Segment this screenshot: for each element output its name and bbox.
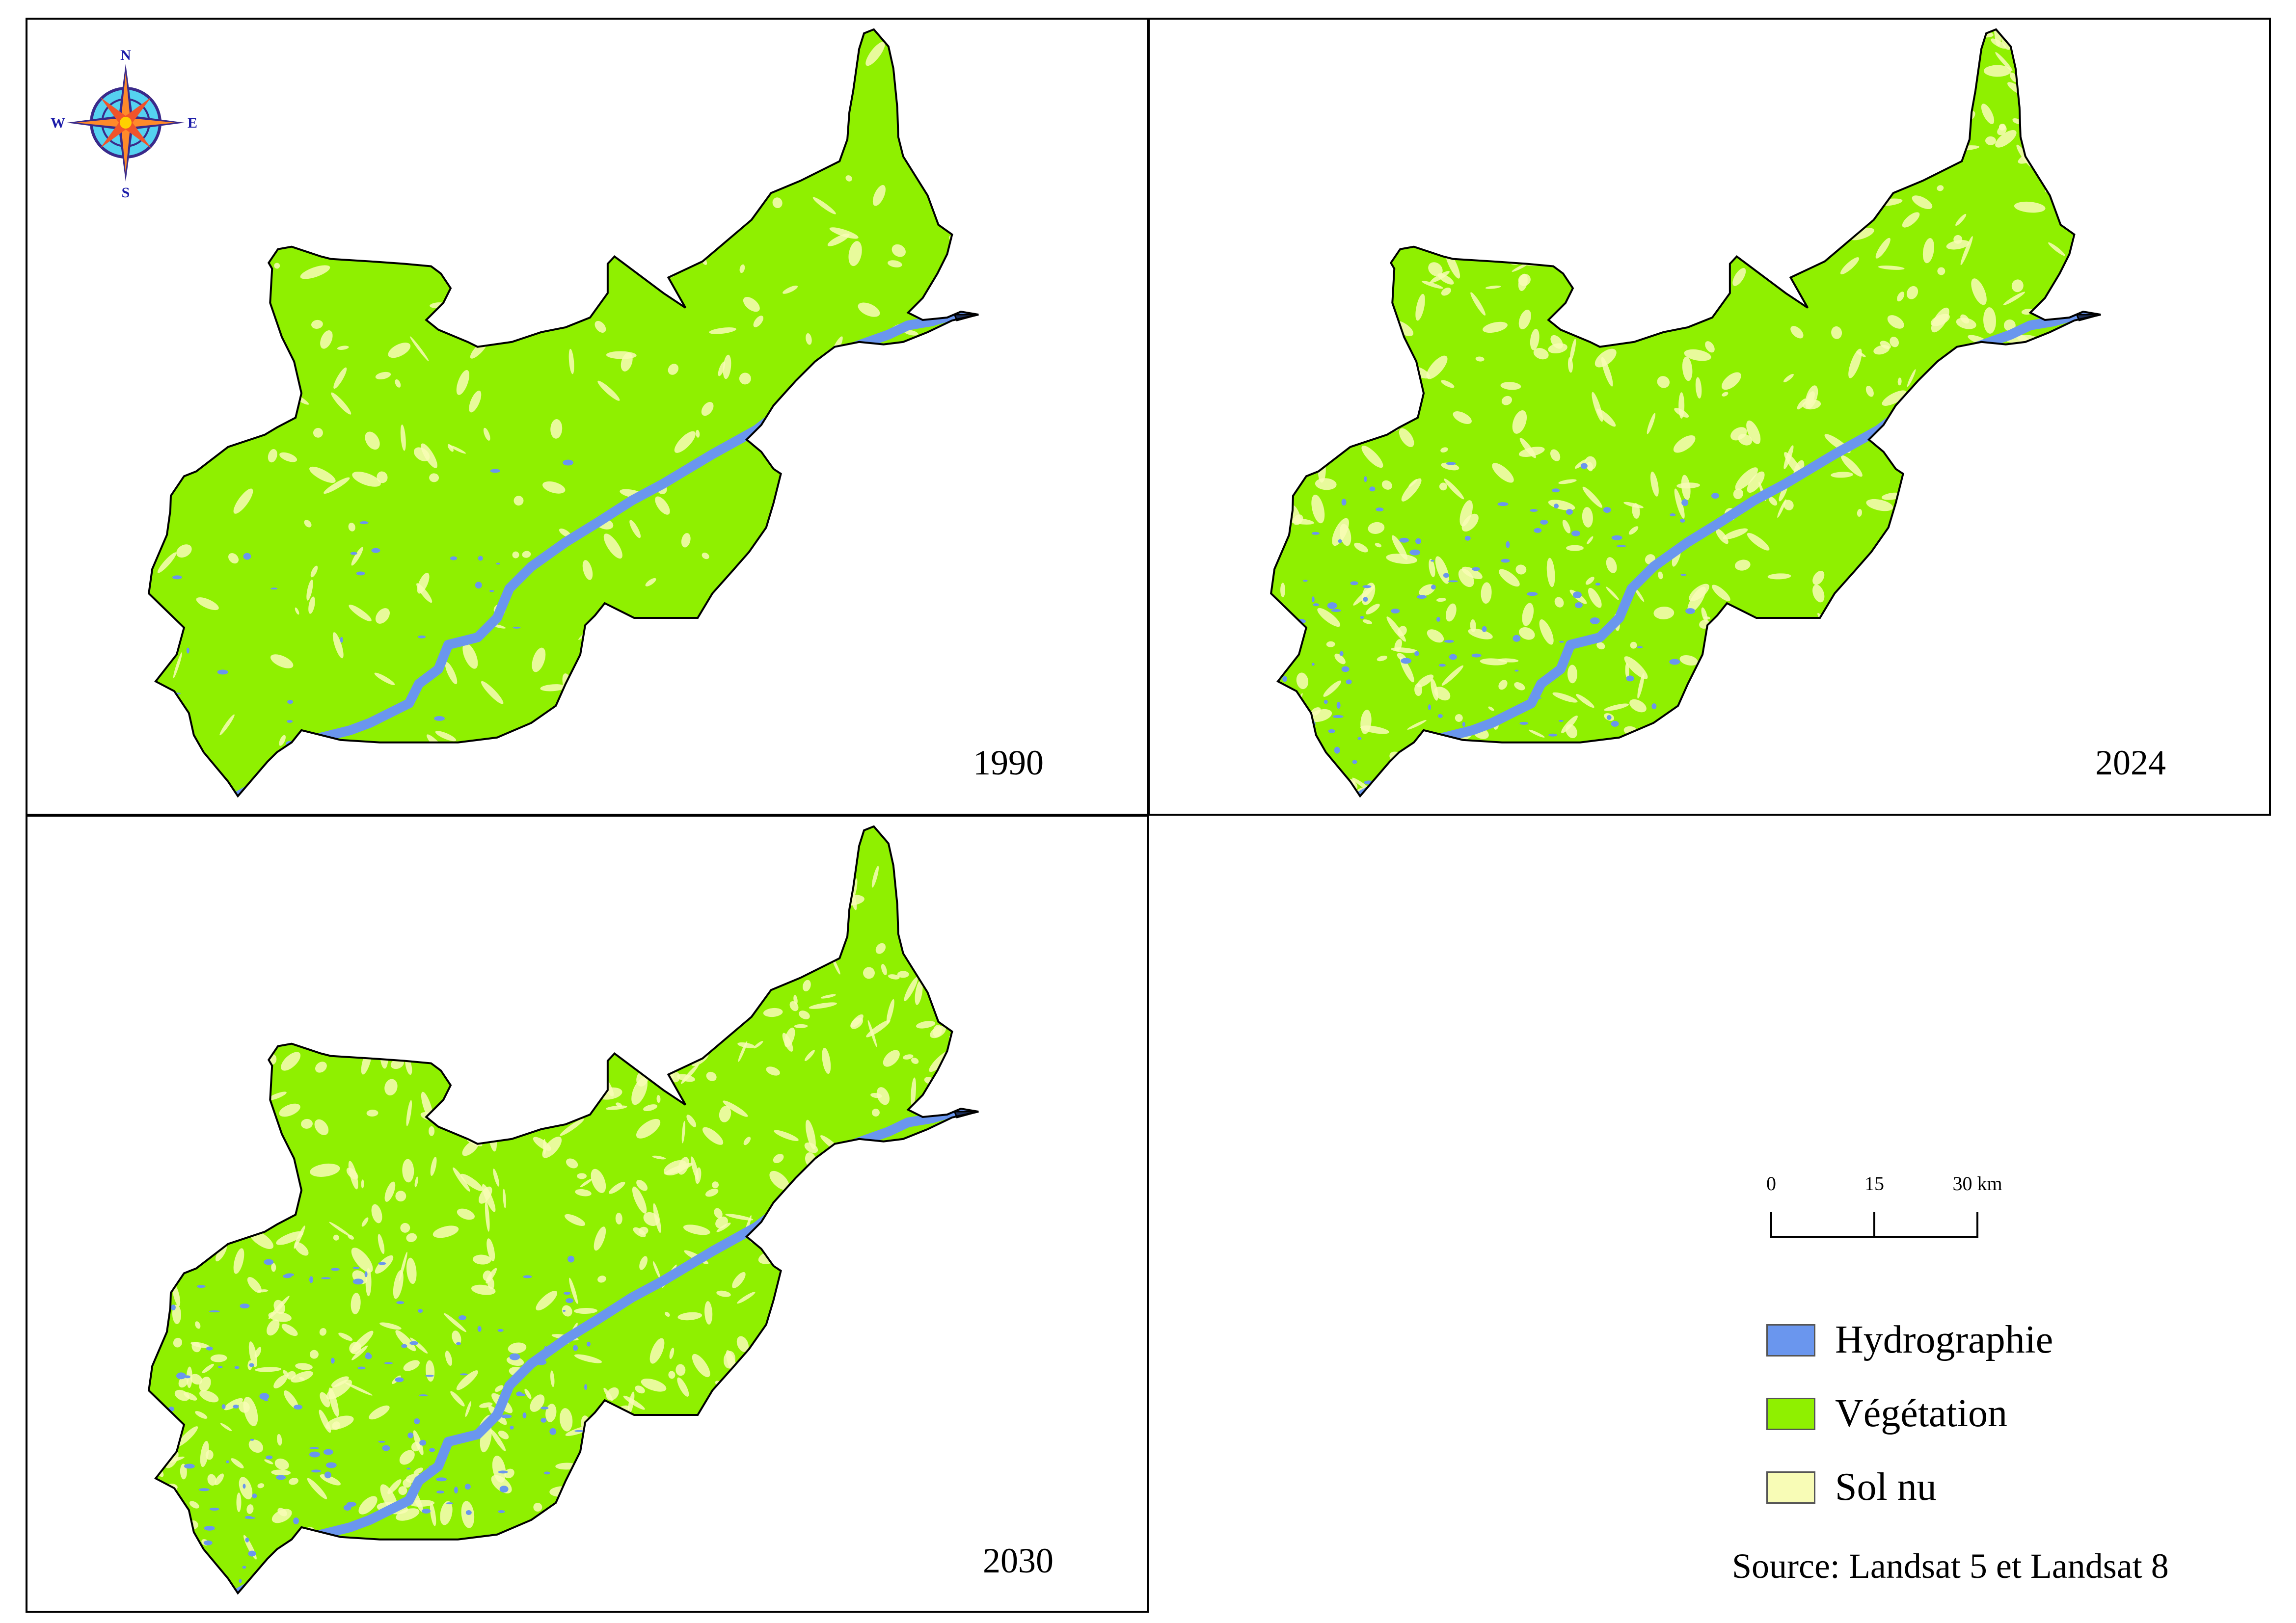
compass-west: W <box>51 115 65 131</box>
scale-tick-30: 30 km <box>1952 1172 2002 1195</box>
map-panel-2030: 2030 <box>26 815 1149 1613</box>
legend-swatch-vegetation <box>1766 1398 1815 1430</box>
region-boundary <box>1270 28 2101 798</box>
legend-swatch-sol-nu <box>1766 1471 1815 1504</box>
source-caption: Source: Landsat 5 et Landsat 8 <box>1732 1546 2169 1586</box>
year-label-2024: 2024 <box>2095 743 2166 782</box>
map-panel-1990: 1990 N S E W <box>26 18 1149 816</box>
region-map-1990 <box>148 28 979 798</box>
region-boundary <box>148 28 979 798</box>
scale-tick-0: 0 <box>1766 1172 1776 1195</box>
compass-north: N <box>120 47 131 63</box>
map-panel-2024: 2024 <box>1148 18 2271 816</box>
legend-label-sol-nu: Sol nu <box>1835 1465 1937 1509</box>
legend-label-hydrographie: Hydrographie <box>1835 1318 2053 1361</box>
year-label-2030: 2030 <box>983 1541 1053 1580</box>
region-map-2024 <box>1270 28 2101 798</box>
region-boundary <box>148 825 979 1595</box>
compass-south: S <box>122 185 130 201</box>
region-map-2030 <box>148 825 979 1595</box>
compass-rose-icon: N S E W <box>51 47 197 201</box>
scale-tick-15: 15 <box>1864 1172 1884 1195</box>
scale-bar: 0 15 30 km <box>1766 1172 2002 1238</box>
vegetation-area <box>149 826 979 1594</box>
compass-east: E <box>188 115 197 131</box>
year-label-1990: 1990 <box>973 743 1044 782</box>
legend-label-vegetation: Végétation <box>1835 1392 2007 1435</box>
legend-swatch-hydrographie <box>1766 1324 1815 1357</box>
vegetation-area <box>149 29 979 797</box>
